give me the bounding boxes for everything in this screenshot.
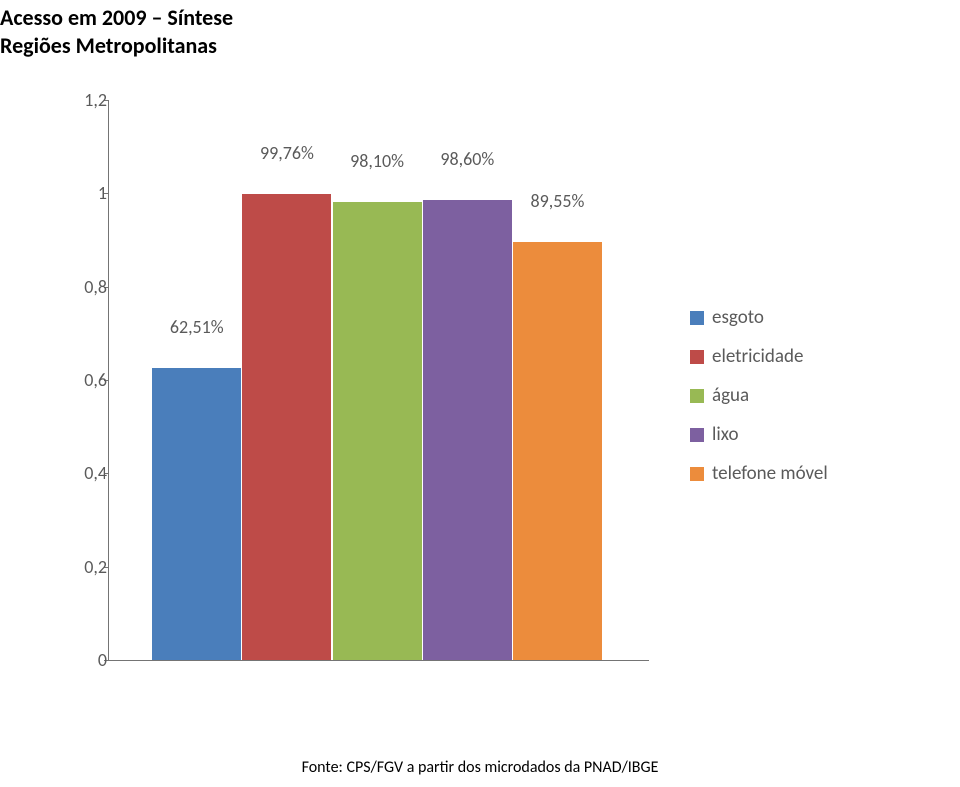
legend-swatch bbox=[690, 389, 704, 403]
legend-label: esgoto bbox=[712, 306, 764, 329]
y-tick-label: 0,8 bbox=[63, 276, 107, 298]
bar-chart: 62,51% 99,76% 98,10% 98,60% 89,55% 0 0,2 0,4 0,… bbox=[60, 100, 900, 700]
y-tick-label: 0,4 bbox=[63, 462, 107, 484]
legend: esgoto eletricidade água lixo telefone móvel bbox=[690, 306, 828, 501]
source-footer: Fonte: CPS/FGV a partir dos microdados d… bbox=[0, 758, 960, 777]
legend-swatch bbox=[690, 350, 704, 364]
bar-eletricidade bbox=[242, 194, 331, 660]
y-tick-label: 0,2 bbox=[63, 556, 107, 578]
legend-item-telefone-móvel: telefone móvel bbox=[690, 462, 828, 485]
plot-area: 62,51%99,76%98,10%98,60%89,55% 00,20,40,… bbox=[108, 100, 649, 661]
legend-item-eletricidade: eletricidade bbox=[690, 345, 828, 368]
y-tick-label: 1,2 bbox=[63, 89, 107, 111]
legend-item-esgoto: esgoto bbox=[690, 306, 828, 329]
legend-swatch bbox=[690, 467, 704, 481]
y-tick-label: 1 bbox=[63, 182, 107, 204]
legend-item-água: água bbox=[690, 384, 828, 407]
page-title: Acesso em 2009 – Síntese Regiões Metropo… bbox=[0, 4, 233, 59]
bar-label-lixo: 98,60% bbox=[440, 148, 494, 170]
y-tick-label: 0,6 bbox=[63, 369, 107, 391]
bar-label-eletricidade: 99,76% bbox=[260, 142, 314, 164]
bar-lixo bbox=[423, 200, 512, 660]
bar-label-água: 98,10% bbox=[350, 150, 404, 172]
legend-label: lixo bbox=[712, 423, 738, 446]
legend-swatch bbox=[690, 311, 704, 325]
legend-label: água bbox=[712, 384, 749, 407]
legend-swatch bbox=[690, 428, 704, 442]
bar-label-esgoto: 62,51% bbox=[170, 316, 224, 338]
bar-telefone-móvel bbox=[513, 242, 602, 660]
legend-item-lixo: lixo bbox=[690, 423, 828, 446]
bars-layer: 62,51% 99,76% 98,10% 98,60% 89,55% bbox=[109, 100, 649, 660]
legend-label: eletricidade bbox=[712, 345, 803, 368]
bar-label-telefone-móvel: 89,55% bbox=[531, 190, 585, 212]
bar-esgoto bbox=[152, 368, 241, 660]
legend-label: telefone móvel bbox=[712, 462, 828, 485]
y-tick-label: 0 bbox=[63, 649, 107, 671]
bar-água bbox=[333, 202, 422, 660]
